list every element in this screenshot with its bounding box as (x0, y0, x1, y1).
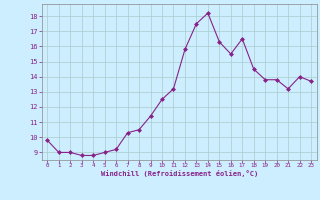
X-axis label: Windchill (Refroidissement éolien,°C): Windchill (Refroidissement éolien,°C) (100, 170, 258, 177)
